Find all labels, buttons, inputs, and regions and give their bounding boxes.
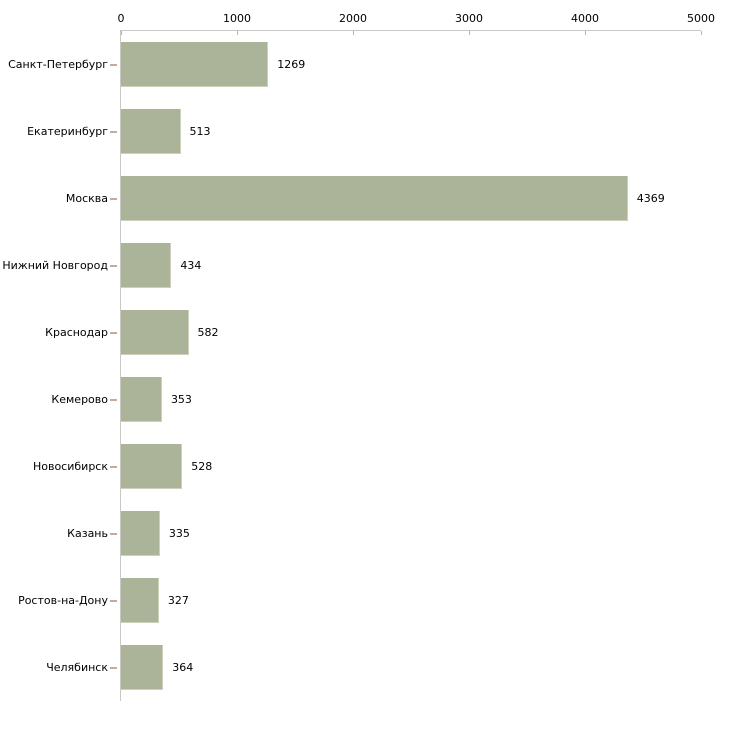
bar-row: Краснодар 582	[45, 299, 701, 366]
plot-area: 0 1000 2000 3000 4000 5000 Санкт-Петербург 1269…	[2, 12, 715, 701]
y-axis-tick-mark	[110, 399, 117, 401]
x-axis-tick-mark	[701, 31, 702, 35]
bar-row: Казань 335	[67, 500, 701, 567]
value-label: 364	[172, 661, 194, 674]
x-axis-tick-mark	[237, 31, 238, 35]
y-axis-tick-mark	[110, 131, 117, 133]
value-label: 582	[197, 326, 219, 339]
bar	[121, 42, 269, 87]
bar-row: Челябинск 364	[46, 634, 701, 701]
category-label: Кемерово	[51, 393, 108, 406]
value-label: 1269	[277, 58, 306, 71]
value-label: 528	[191, 460, 213, 473]
x-axis-tick-mark	[585, 31, 586, 35]
bar-row: Новосибирск 528	[33, 433, 701, 500]
value-label: 513	[189, 125, 211, 138]
x-axis-tick-mark	[469, 31, 470, 35]
x-axis-tick-label: 5000	[687, 12, 715, 25]
value-label: 327	[167, 594, 189, 607]
category-label: Краснодар	[45, 326, 108, 339]
bar	[121, 578, 159, 623]
bar-row: Москва 4369	[66, 165, 701, 232]
bar	[121, 444, 183, 489]
bar	[121, 645, 164, 690]
y-axis-tick-mark	[110, 198, 117, 200]
y-axis-tick-mark	[110, 265, 117, 267]
category-label: Челябинск	[46, 661, 108, 674]
bar	[121, 176, 628, 221]
x-axis-tick-mark	[353, 31, 354, 35]
category-label: Новосибирск	[32, 460, 108, 473]
bar	[121, 109, 181, 154]
value-label: 434	[180, 259, 202, 272]
x-axis-tick-label: 0	[117, 12, 125, 25]
y-axis-tick-mark	[110, 466, 117, 468]
x-axis-tick-label: 2000	[339, 12, 367, 25]
value-label: 353	[170, 393, 192, 406]
bar	[121, 511, 160, 556]
bar-row: Санкт-Петербург 1269	[8, 31, 701, 98]
bar-row: Нижний Новгород 434	[2, 232, 701, 299]
category-label: Москва	[65, 192, 108, 205]
bar-row: Ростов-на-Дону 327	[18, 567, 701, 634]
category-label: Казань	[67, 527, 108, 540]
bar	[121, 243, 172, 288]
category-label: Ростов-на-Дону	[18, 594, 108, 607]
y-axis-tick-mark	[110, 600, 117, 602]
bar	[121, 310, 189, 355]
y-axis-tick-mark	[110, 667, 117, 669]
value-label: 4369	[636, 192, 665, 205]
value-label: 335	[168, 527, 190, 540]
x-axis-tick-label: 4000	[571, 12, 599, 25]
y-axis-tick-mark	[110, 332, 117, 334]
y-axis-tick-mark	[110, 64, 117, 66]
x-axis-tick-mark	[121, 31, 122, 35]
category-label: Екатеринбург	[27, 125, 108, 138]
category-label: Санкт-Петербург	[8, 58, 108, 71]
bar-row: Кемерово 353	[51, 366, 701, 433]
bar	[121, 377, 162, 422]
bar-row: Екатеринбург 513	[27, 98, 701, 165]
category-label: Нижний Новгород	[2, 259, 108, 272]
y-axis-tick-mark	[110, 533, 117, 535]
x-axis-tick-label: 1000	[223, 12, 251, 25]
x-axis-tick-label: 3000	[455, 12, 483, 25]
